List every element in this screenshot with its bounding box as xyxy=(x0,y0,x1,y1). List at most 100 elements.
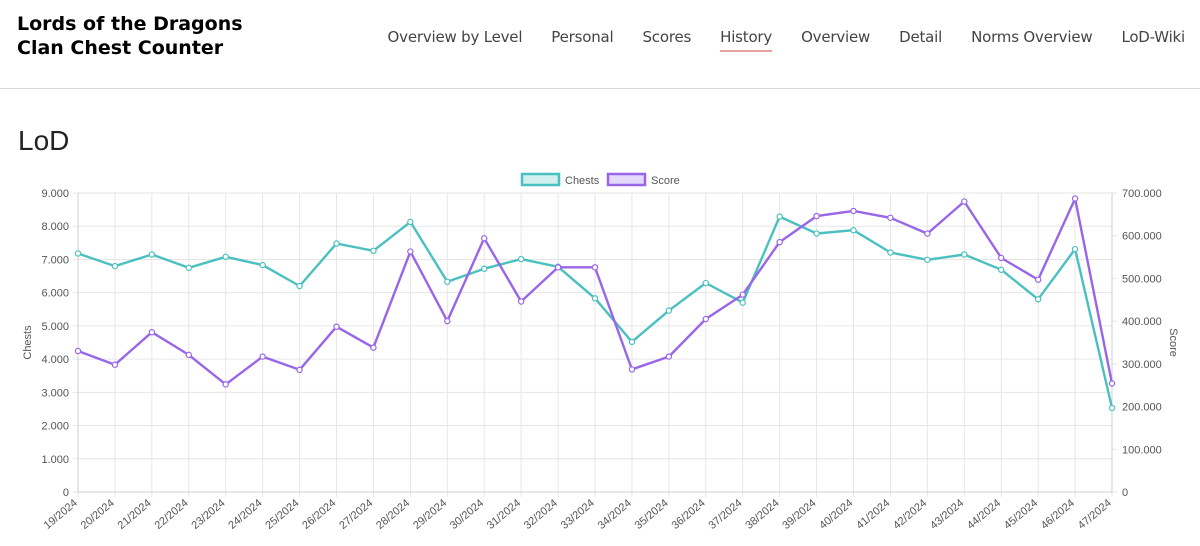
site-brand[interactable]: Lords of the Dragons Clan Chest Counter xyxy=(17,12,243,60)
nav-history[interactable]: History xyxy=(720,28,772,52)
data-point-score[interactable] xyxy=(259,353,266,360)
x-tick-label: 30/2024 xyxy=(448,497,486,532)
data-point-chests[interactable] xyxy=(222,253,229,260)
data-point-score[interactable] xyxy=(148,329,156,336)
x-tick-label: 28/2024 xyxy=(374,497,412,532)
data-point-chests[interactable] xyxy=(296,282,303,290)
data-point-score[interactable] xyxy=(407,248,414,255)
data-point-chests[interactable] xyxy=(924,256,931,263)
data-point-score[interactable] xyxy=(444,317,451,325)
data-point-score[interactable] xyxy=(222,381,229,388)
legend-label-score[interactable]: Score xyxy=(651,175,680,187)
left-tick-label: 6.000 xyxy=(41,288,69,300)
left-tick-label: 1.000 xyxy=(41,454,69,466)
data-point-chests[interactable] xyxy=(998,266,1005,273)
right-tick-label: 300.000 xyxy=(1122,359,1162,371)
data-point-score[interactable] xyxy=(333,323,340,330)
data-point-chests[interactable] xyxy=(739,299,746,306)
data-point-score[interactable] xyxy=(961,198,968,205)
data-point-chests[interactable] xyxy=(74,250,82,257)
data-point-chests[interactable] xyxy=(370,247,377,255)
data-point-score[interactable] xyxy=(813,212,820,220)
data-point-score[interactable] xyxy=(702,315,709,323)
data-point-chests[interactable] xyxy=(1034,296,1042,303)
data-point-score[interactable] xyxy=(517,298,525,305)
right-tick-label: 200.000 xyxy=(1122,402,1162,414)
right-axis-ticks: 0 100.000 200.000 300.000 400.000 500.000 600.… xyxy=(1122,188,1162,499)
right-tick-label: 100.000 xyxy=(1122,444,1162,456)
x-tick-label: 31/2024 xyxy=(485,497,523,532)
data-point-score[interactable] xyxy=(776,238,783,246)
data-point-chests[interactable] xyxy=(1108,404,1116,412)
x-tick-label: 32/2024 xyxy=(522,497,560,532)
data-point-chests[interactable] xyxy=(702,279,709,287)
data-point-chests[interactable] xyxy=(148,251,156,258)
nav-lod-wiki[interactable]: LoD-Wiki xyxy=(1121,28,1185,46)
data-point-score[interactable] xyxy=(111,361,119,368)
x-tick-label: 24/2024 xyxy=(226,497,264,532)
data-point-chests[interactable] xyxy=(665,307,673,314)
x-tick-label: 38/2024 xyxy=(743,497,781,532)
data-point-chests[interactable] xyxy=(333,240,340,247)
data-point-chests[interactable] xyxy=(850,227,857,234)
x-tick-label: 44/2024 xyxy=(965,497,1003,532)
nav-detail[interactable]: Detail xyxy=(899,28,943,46)
chart-series xyxy=(74,195,1116,412)
x-tick-label: 26/2024 xyxy=(300,497,338,532)
right-axis-label: Score xyxy=(1167,328,1179,357)
left-tick-label: 7.000 xyxy=(41,254,69,266)
data-point-chests[interactable] xyxy=(591,295,599,302)
data-point-chests[interactable] xyxy=(185,264,192,271)
legend-swatch-score[interactable] xyxy=(606,172,647,187)
x-tick-label: 34/2024 xyxy=(596,497,634,532)
data-point-score[interactable] xyxy=(1108,380,1116,387)
left-tick-label: 8.000 xyxy=(41,221,69,233)
x-tick-label: 33/2024 xyxy=(559,497,597,532)
data-point-score[interactable] xyxy=(1034,276,1042,283)
x-tick-label: 42/2024 xyxy=(891,497,929,532)
data-point-score[interactable] xyxy=(665,353,673,360)
data-point-chests[interactable] xyxy=(887,249,894,256)
x-tick-label: 35/2024 xyxy=(633,497,671,532)
data-point-chests[interactable] xyxy=(444,278,451,285)
data-point-chests[interactable] xyxy=(628,338,636,346)
data-point-chests[interactable] xyxy=(259,261,266,269)
data-point-chests[interactable] xyxy=(961,251,968,258)
left-tick-label: 0 xyxy=(63,487,69,499)
data-point-score[interactable] xyxy=(481,235,488,242)
x-tick-label: 47/2024 xyxy=(1076,497,1114,532)
nav-overview[interactable]: Overview xyxy=(801,28,871,46)
x-tick-label: 40/2024 xyxy=(817,497,855,532)
nav-scores[interactable]: Scores xyxy=(642,28,692,46)
data-point-chests[interactable] xyxy=(111,262,119,270)
nav-overview-by-level[interactable]: Overview by Level xyxy=(387,28,523,46)
data-point-score[interactable] xyxy=(370,344,377,351)
data-point-score[interactable] xyxy=(296,366,303,374)
data-point-score[interactable] xyxy=(924,230,931,237)
data-point-score[interactable] xyxy=(628,366,636,373)
data-point-score[interactable] xyxy=(185,351,192,359)
nav-personal[interactable]: Personal xyxy=(551,28,614,46)
data-point-score[interactable] xyxy=(1071,195,1079,202)
data-point-score[interactable] xyxy=(74,347,82,355)
legend-swatch-chests[interactable] xyxy=(520,172,561,187)
brand-line-1: Lords of the Dragons xyxy=(17,13,243,35)
data-point-score[interactable] xyxy=(887,214,894,221)
data-point-score[interactable] xyxy=(850,207,857,215)
data-point-chests[interactable] xyxy=(813,230,820,237)
chart-grid xyxy=(73,192,1117,497)
chart-legend: Chests Score xyxy=(520,172,680,187)
data-point-score[interactable] xyxy=(739,291,746,298)
data-point-chests[interactable] xyxy=(517,255,525,263)
data-point-chests[interactable] xyxy=(407,218,414,226)
data-point-score[interactable] xyxy=(554,264,562,271)
data-point-chests[interactable] xyxy=(481,265,488,272)
data-point-score[interactable] xyxy=(998,254,1005,262)
nav-norms-overview[interactable]: Norms Overview xyxy=(971,28,1093,46)
data-point-chests[interactable] xyxy=(776,213,783,220)
x-tick-label: 36/2024 xyxy=(670,497,708,532)
data-point-chests[interactable] xyxy=(1071,245,1079,253)
left-axis-label: Chests xyxy=(22,325,34,360)
data-point-score[interactable] xyxy=(591,264,599,271)
legend-label-chests[interactable]: Chests xyxy=(565,175,600,187)
